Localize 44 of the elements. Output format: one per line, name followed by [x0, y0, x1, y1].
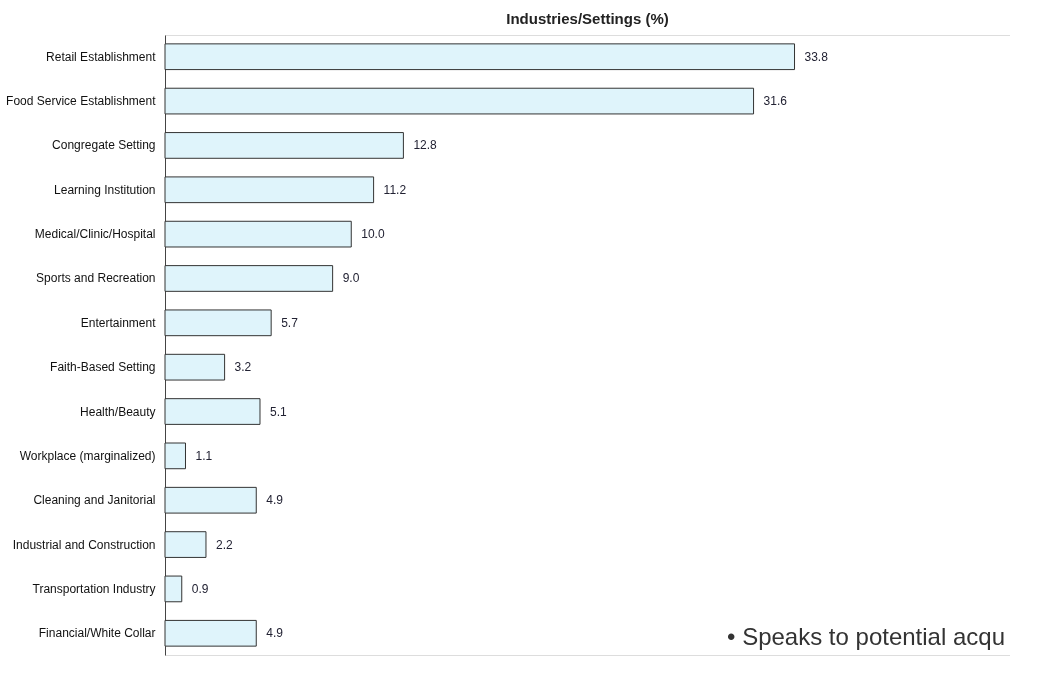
bar: [164, 486, 257, 514]
y-tick-label: Transportation Industry: [32, 581, 156, 596]
y-tick-label: Food Service Establishment: [6, 94, 157, 109]
y-tick-label: Congregate Setting: [52, 138, 156, 153]
bar: [164, 353, 226, 381]
data-label: 5.7: [281, 315, 299, 330]
bar: [164, 132, 404, 159]
bar: [164, 309, 272, 337]
data-label: 11.2: [383, 182, 407, 197]
y-tick-label: Cleaning and Janitorial: [33, 493, 156, 508]
y-tick-label: Industrial and Construction: [12, 537, 156, 552]
bar: [164, 442, 186, 470]
y-tick-label: Financial/White Collar: [38, 626, 156, 641]
y-tick-label: Workplace (marginalized): [19, 448, 156, 463]
y-tick-label: Entertainment: [80, 315, 157, 330]
data-label: 0.9: [191, 581, 209, 596]
bar: [164, 176, 375, 204]
data-label: 9.0: [342, 271, 360, 286]
bar: [164, 575, 183, 603]
chart-title: Industries/Settings (%): [506, 10, 669, 27]
data-label: 2.2: [215, 537, 233, 552]
bar: [164, 87, 755, 115]
data-label: 4.9: [266, 626, 284, 641]
data-label: 10.0: [361, 227, 385, 242]
data-label: 1.1: [195, 448, 213, 463]
bar: [164, 265, 334, 292]
data-label: 31.6: [763, 94, 788, 109]
y-tick-label: Health/Beauty: [80, 404, 156, 419]
bar: [164, 43, 796, 71]
annotation: • Speaks to potential acqu: [727, 623, 1005, 650]
bar: [164, 619, 257, 647]
bar: [164, 531, 207, 558]
data-label: 4.9: [266, 493, 284, 508]
y-tick-label: Retail Establishment: [46, 49, 157, 64]
data-label: 5.1: [269, 404, 287, 419]
data-label: 33.8: [804, 49, 829, 64]
y-tick-label: Medical/Clinic/Hospital: [34, 227, 156, 242]
data-label: 3.2: [234, 360, 252, 375]
y-tick-label: Sports and Recreation: [36, 271, 156, 286]
bar: [164, 398, 261, 425]
y-tick-label: Learning Institution: [54, 182, 156, 197]
y-tick-label: Faith-Based Setting: [50, 360, 156, 375]
bar: [164, 220, 352, 248]
data-label: 12.8: [413, 138, 438, 153]
